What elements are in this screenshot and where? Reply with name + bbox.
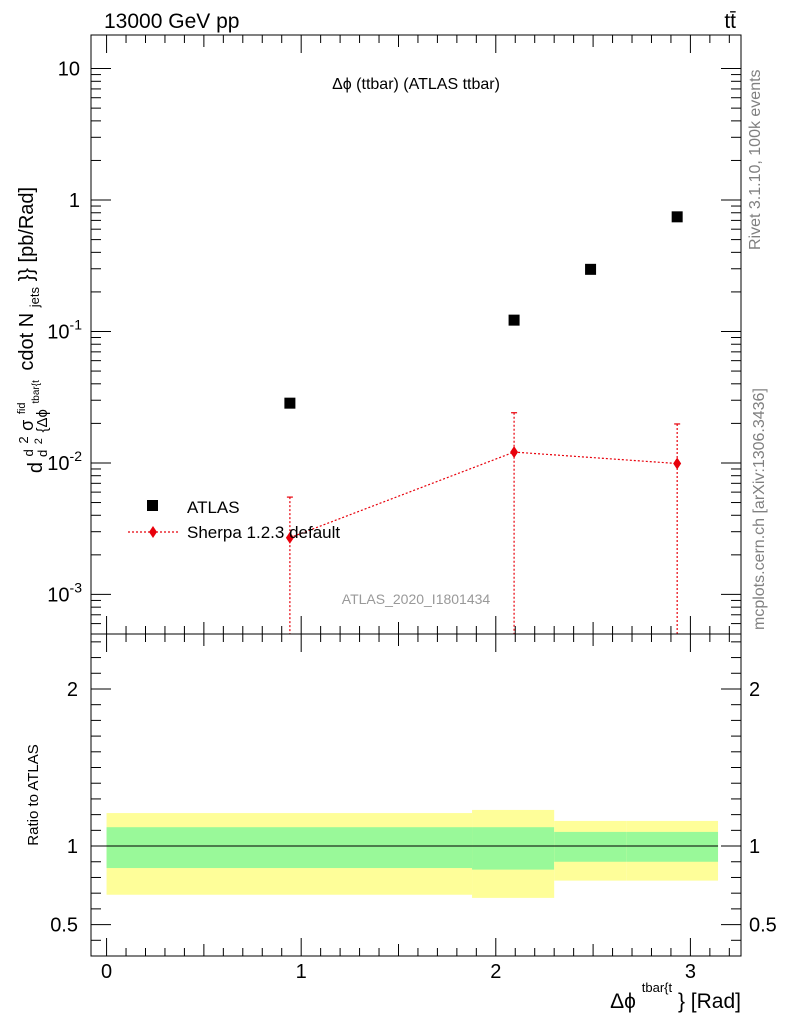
ratio-inner-band <box>626 831 719 862</box>
main-plot-panel: Δϕ (ttbar) (ATLAS ttbar) ATLAS_2020_I180… <box>47 34 742 635</box>
x-tick-label: 3 <box>685 961 696 983</box>
sherpa-point <box>510 446 519 459</box>
ratio-y-axis-label: Ratio to ATLAS <box>25 744 42 845</box>
main-x-ticks <box>106 35 730 634</box>
legend: ATLAS Sherpa 1.2.3 default <box>128 498 340 542</box>
main-y-tick-label: 10-3 <box>47 579 82 606</box>
ratio-frame <box>90 633 742 957</box>
mcplots-label: mcplots.cern.ch [arXiv:1306.3436] <box>751 388 768 630</box>
sherpa-point <box>285 531 294 544</box>
ratio-plot-panel: 0.5 0.5 1 1 2 2 0 1 2 3 <box>50 633 777 983</box>
ratio-y-tick-label-right: 1 <box>749 836 760 858</box>
main-y-tick-label: 10-2 <box>47 448 82 475</box>
analysis-watermark: ATLAS_2020_I1801434 <box>342 591 491 607</box>
rivet-version-label: Rivet 3.1.10, 100k events <box>747 69 764 250</box>
ratio-y-tick-label-left: 0.5 <box>50 915 78 937</box>
ratio-y-tick-label-right: 0.5 <box>749 915 777 937</box>
svg-text:d d 2 σ: d d 2 σ fid d 2 {Δϕ tbar{t cdot N jets }… <box>8 187 52 473</box>
ratio-y-tick-label-right: 2 <box>749 679 760 701</box>
atlas-point <box>284 397 296 409</box>
x-axis-label: Δϕ tbar{t } [Rad] <box>610 974 741 1013</box>
ratio-y-tick-label-left: 1 <box>67 836 78 858</box>
process-label: tt̄ <box>724 10 736 33</box>
main-y-axis: 10-3 10-2 10-1 1 10 <box>47 59 741 635</box>
ratio-inner-band <box>106 827 473 869</box>
ratio-inner-band <box>472 827 555 870</box>
legend-atlas-label: ATLAS <box>187 498 240 517</box>
legend-sherpa-label: Sherpa 1.2.3 default <box>187 523 340 542</box>
ratio-bands <box>106 809 719 898</box>
main-frame <box>90 34 742 635</box>
ratio-inner-band <box>554 831 627 862</box>
main-y-tick-label: 10-1 <box>47 316 82 343</box>
main-y-tick-label: 10 <box>58 59 80 81</box>
legend-atlas-marker <box>147 500 158 511</box>
ratio-y-tick-label-left: 2 <box>67 679 78 701</box>
main-y-tick-label: 1 <box>69 190 80 212</box>
x-tick-label: 2 <box>490 961 501 983</box>
atlas-series <box>284 211 683 409</box>
sherpa-point <box>673 457 682 470</box>
sherpa-series <box>285 412 682 634</box>
energy-label: 13000 GeV pp <box>104 10 239 33</box>
ratio-x-axis: 0 1 2 3 <box>101 634 730 983</box>
x-tick-label: 0 <box>101 961 112 983</box>
legend-sherpa-marker <box>149 526 157 538</box>
sherpa-line <box>289 451 678 539</box>
main-y-axis-label: d d 2 σ fid d 2 {Δϕ tbar{t cdot N jets }… <box>8 187 52 473</box>
plot-title: Δϕ (ttbar) (ATLAS ttbar) <box>332 76 500 93</box>
ratio-y-axis: 0.5 0.5 1 1 2 2 <box>50 641 777 941</box>
svg-text:Δϕ tbar{t } [Rad]: Δϕ tbar{t } [Rad] <box>610 974 741 1013</box>
atlas-point <box>585 263 597 275</box>
atlas-point <box>508 314 520 326</box>
x-tick-label: 1 <box>296 961 307 983</box>
atlas-point <box>671 211 683 223</box>
